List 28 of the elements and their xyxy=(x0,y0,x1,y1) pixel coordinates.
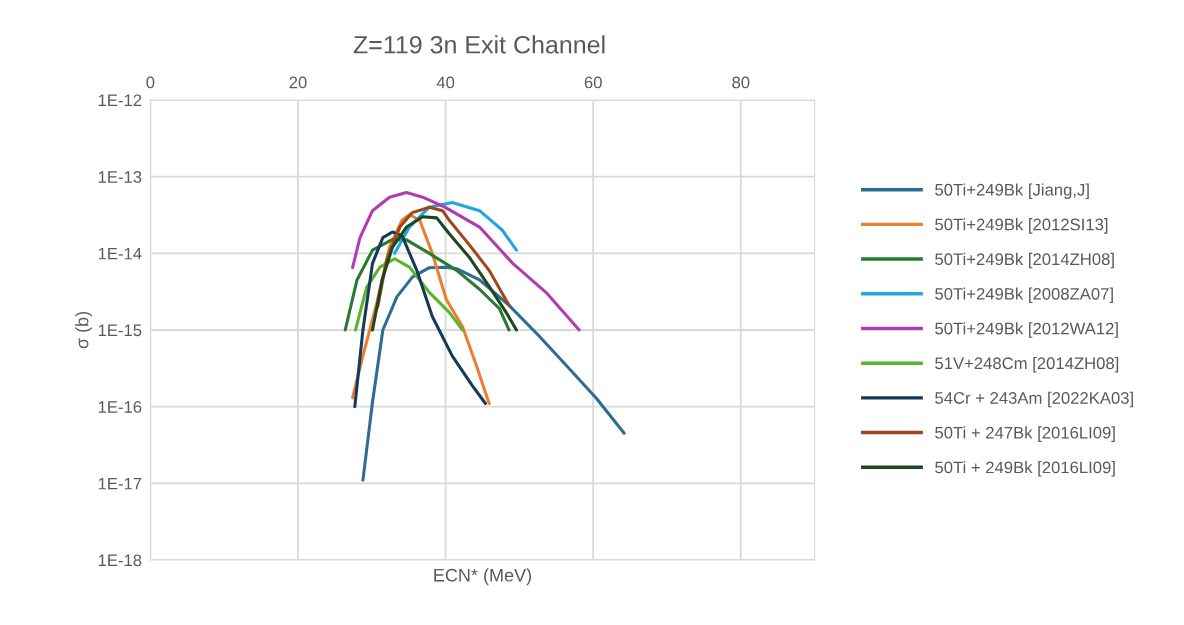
y-tick-label: 1E-16 xyxy=(98,401,142,413)
x-tick-label: 80 xyxy=(732,76,750,89)
legend-label: 50Ti + 249Bk [2016LI09] xyxy=(935,461,1115,477)
legend-label: 50Ti + 247Bk [2016LI09] xyxy=(935,426,1115,442)
legend-label: 51V+248Cm [2014ZH08] xyxy=(935,356,1119,373)
y-tick-label: 1E-18 xyxy=(98,554,142,567)
x-tick-label: 40 xyxy=(436,76,455,89)
y-axis-title: σ (b) xyxy=(75,312,92,349)
y-tick-label: 1E-14 xyxy=(98,247,142,260)
chart-title: Z=119 3n Exit Channel xyxy=(353,35,605,54)
legend-label: 50Ti+249Bk [2012WA12] xyxy=(935,322,1118,338)
y-tick-label: 1E-15 xyxy=(98,324,142,337)
legend-label: 50Ti+249Bk [Jiang,J] xyxy=(935,183,1089,199)
legend-label: 50Ti+249Bk [2008ZA07] xyxy=(935,287,1113,304)
line-series xyxy=(343,238,511,332)
y-tick-label: 1E-12 xyxy=(98,94,142,107)
line-series xyxy=(361,265,626,482)
x-tick-label: 60 xyxy=(584,76,602,89)
legend-label: 54Cr + 243Am [2022KA03] xyxy=(935,391,1133,408)
line-series xyxy=(370,215,518,332)
y-tick-label: 1E-17 xyxy=(98,477,142,490)
x-tick-label: 0 xyxy=(146,76,155,89)
legend-label: 50Ti+249Bk [2012SI13] xyxy=(935,218,1108,234)
line-series xyxy=(351,191,581,332)
x-axis-title: ECN* (MeV) xyxy=(434,568,532,586)
x-tick-label: 20 xyxy=(289,76,307,89)
y-tick-label: 1E-13 xyxy=(98,171,142,183)
legend-label: 50Ti+249Bk [2014ZH08] xyxy=(935,252,1114,269)
